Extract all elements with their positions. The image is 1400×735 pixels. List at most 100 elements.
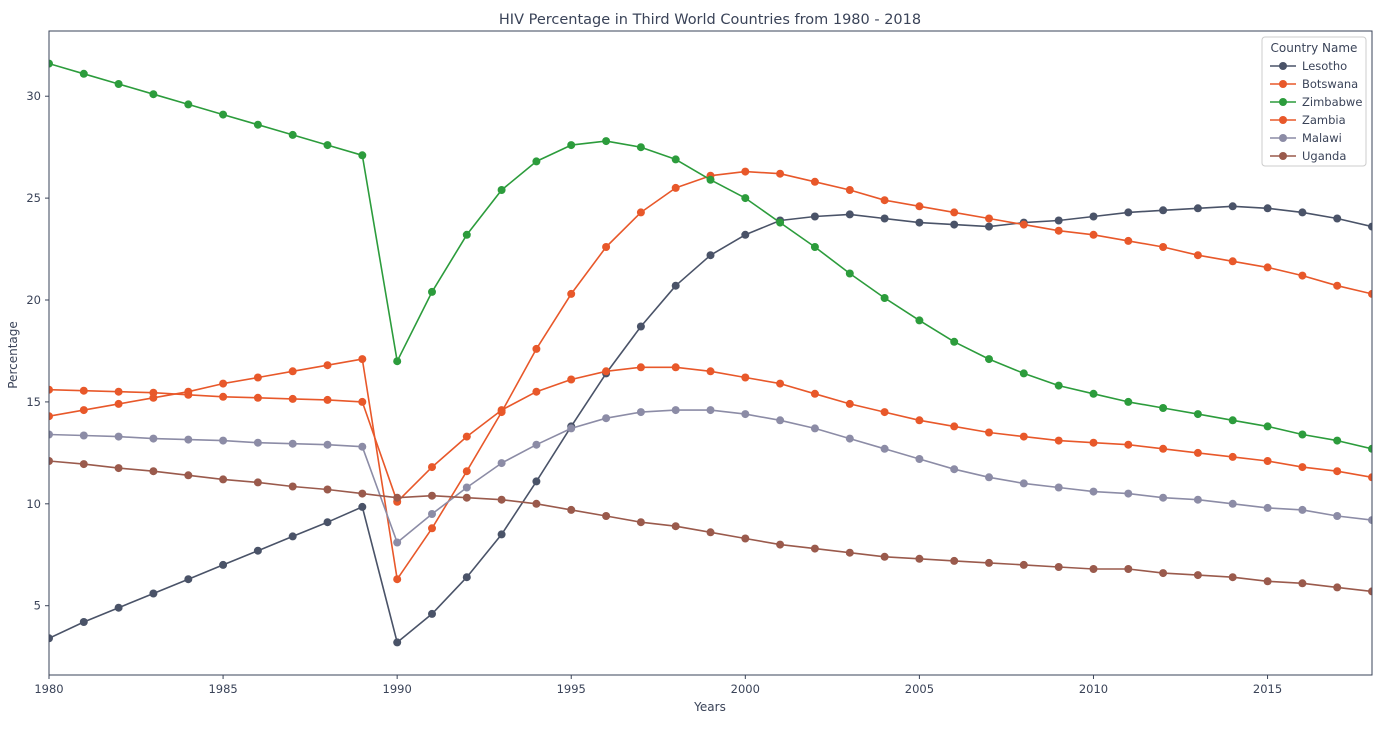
data-point-lesotho bbox=[741, 230, 750, 239]
data-point-uganda bbox=[636, 518, 645, 527]
data-point-lesotho bbox=[950, 220, 959, 229]
data-point-uganda bbox=[1263, 577, 1272, 586]
data-point-uganda bbox=[1228, 573, 1237, 582]
data-point-botswana bbox=[636, 208, 645, 217]
data-point-lesotho bbox=[1368, 222, 1372, 231]
x-tick-label: 1990 bbox=[383, 682, 412, 696]
data-point-lesotho bbox=[288, 532, 297, 541]
legend-swatch-marker bbox=[1279, 116, 1287, 124]
data-point-uganda bbox=[219, 475, 228, 484]
chart-title: HIV Percentage in Third World Countries … bbox=[499, 12, 921, 28]
data-point-lesotho bbox=[532, 477, 541, 486]
data-point-zimbabwe bbox=[950, 337, 959, 346]
data-point-uganda bbox=[810, 544, 819, 553]
data-point-uganda bbox=[1089, 565, 1098, 573]
legend-label: Botswana bbox=[1302, 77, 1358, 91]
legend-label: Lesotho bbox=[1302, 59, 1347, 73]
data-point-lesotho bbox=[1298, 208, 1307, 217]
series-line-botswana bbox=[49, 170, 1372, 581]
data-point-zambia bbox=[79, 386, 88, 395]
series-line-lesotho bbox=[49, 205, 1372, 644]
legend-box bbox=[1261, 36, 1367, 167]
data-point-malawi bbox=[776, 416, 785, 425]
data-point-uganda bbox=[462, 493, 471, 502]
data-point-zambia bbox=[1159, 444, 1168, 453]
data-point-malawi bbox=[1298, 505, 1307, 514]
data-point-zimbabwe bbox=[288, 130, 297, 139]
data-point-zimbabwe bbox=[462, 230, 471, 239]
data-point-lesotho bbox=[219, 560, 228, 569]
data-point-zimbabwe bbox=[1193, 410, 1202, 419]
data-point-botswana bbox=[428, 524, 436, 533]
legend-entry-uganda: Uganda bbox=[1270, 149, 1346, 163]
data-point-zambia bbox=[810, 389, 819, 398]
data-point-malawi bbox=[845, 434, 854, 443]
legend-entry-zimbabwe: Zimbabwe bbox=[1270, 95, 1362, 109]
data-point-zambia bbox=[1193, 448, 1202, 457]
data-point-malawi bbox=[358, 442, 367, 451]
data-point-malawi bbox=[149, 434, 158, 443]
data-point-botswana bbox=[219, 379, 228, 388]
data-point-uganda bbox=[497, 495, 506, 504]
data-point-zambia bbox=[253, 393, 262, 402]
data-point-malawi bbox=[706, 406, 715, 415]
data-point-zambia bbox=[428, 463, 436, 472]
data-point-botswana bbox=[323, 361, 332, 370]
data-point-lesotho bbox=[114, 603, 123, 612]
data-point-zimbabwe bbox=[219, 110, 228, 119]
data-point-zambia bbox=[219, 392, 228, 401]
data-point-uganda bbox=[950, 556, 959, 565]
data-point-zimbabwe bbox=[845, 269, 854, 278]
x-tick-label: 1985 bbox=[208, 682, 237, 696]
legend-entry-malawi: Malawi bbox=[1270, 131, 1342, 145]
data-point-zambia bbox=[1333, 467, 1342, 476]
y-tick-label: 25 bbox=[26, 191, 41, 205]
data-point-malawi bbox=[79, 431, 88, 440]
data-point-botswana bbox=[1333, 281, 1342, 290]
data-point-malawi bbox=[1019, 479, 1028, 488]
y-tick-label: 20 bbox=[26, 293, 41, 307]
data-point-malawi bbox=[1333, 512, 1342, 520]
data-point-malawi bbox=[1368, 516, 1372, 525]
data-point-zambia bbox=[114, 387, 123, 396]
data-point-zambia bbox=[462, 432, 471, 441]
legend-label: Zambia bbox=[1302, 113, 1346, 127]
data-point-malawi bbox=[323, 440, 332, 449]
legend-title: Country Name bbox=[1271, 41, 1358, 55]
data-point-zimbabwe bbox=[323, 141, 332, 150]
data-point-lesotho bbox=[428, 609, 436, 618]
data-point-uganda bbox=[741, 534, 750, 543]
data-point-botswana bbox=[49, 412, 53, 421]
plot-frame bbox=[48, 30, 1373, 676]
data-point-malawi bbox=[253, 438, 262, 447]
data-point-malawi bbox=[393, 538, 402, 547]
data-point-botswana bbox=[1124, 236, 1133, 245]
x-tick-label: 1980 bbox=[34, 682, 63, 696]
legend: Country Name Lesotho Botswana Zimbabwe Zamb… bbox=[1261, 36, 1367, 167]
data-point-botswana bbox=[393, 575, 402, 584]
data-point-zimbabwe bbox=[880, 294, 889, 302]
data-point-zambia bbox=[602, 367, 611, 376]
data-point-zimbabwe bbox=[532, 157, 541, 166]
data-point-botswana bbox=[810, 177, 819, 186]
data-point-uganda bbox=[671, 522, 680, 531]
x-axis-label: Years bbox=[693, 700, 726, 714]
data-point-botswana bbox=[671, 183, 680, 192]
data-point-malawi bbox=[567, 424, 576, 433]
data-point-malawi bbox=[1193, 495, 1202, 504]
data-point-uganda bbox=[253, 478, 262, 487]
data-point-botswana bbox=[1054, 226, 1063, 235]
x-axis: 1980 1985 1990 1995 2000 2005 2010 2015 bbox=[34, 675, 1282, 696]
data-point-uganda bbox=[706, 528, 715, 537]
data-point-malawi bbox=[49, 430, 53, 439]
data-point-malawi bbox=[114, 432, 123, 441]
series-zambia bbox=[49, 363, 1372, 506]
data-point-malawi bbox=[532, 440, 541, 449]
data-point-botswana bbox=[985, 214, 993, 223]
data-point-zambia bbox=[776, 379, 785, 388]
data-point-lesotho bbox=[1089, 212, 1098, 221]
data-point-lesotho bbox=[79, 618, 88, 626]
data-point-zimbabwe bbox=[1124, 397, 1133, 406]
data-point-botswana bbox=[915, 202, 924, 211]
